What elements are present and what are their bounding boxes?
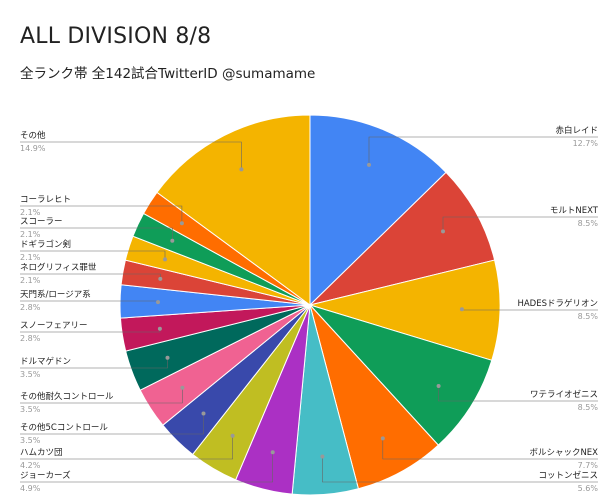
slice-label: その他: [20, 130, 46, 141]
slice-percent: 8.5%: [578, 403, 599, 412]
leader-line: [20, 357, 168, 369]
slice-percent: 2.1%: [20, 276, 41, 285]
pie-slice: [156, 114, 311, 306]
leader-dot: [170, 238, 175, 243]
leader-dot: [459, 307, 464, 312]
leader-dot: [230, 433, 235, 438]
slice-percent: 7.7%: [578, 461, 599, 470]
slice-label: モルトNEXT: [550, 206, 599, 216]
slice-percent: 14.9%: [20, 144, 46, 153]
leader-line: [322, 456, 598, 483]
leader-dot: [441, 229, 445, 234]
leader-line: [20, 413, 204, 435]
slice-label: コットンゼニス: [538, 470, 598, 481]
slice-label: 赤白レイド: [555, 125, 598, 136]
leader-line: [442, 216, 598, 232]
leader-dot: [320, 454, 325, 459]
leader-dot: [157, 326, 162, 331]
pie-slice: [308, 171, 496, 306]
slice-label: ワテライオゼニス: [530, 389, 598, 400]
leader-line: [438, 386, 598, 402]
chart-subtitle: 全ランク帯 全142試合TwitterID @sumamame: [20, 66, 316, 82]
leader-line: [20, 452, 274, 483]
slice-percent: 2.8%: [20, 303, 41, 312]
leader-line: [382, 438, 598, 460]
slice-label: スノーフェアリー: [20, 321, 88, 331]
leader-line: [368, 136, 598, 165]
slice-percent: 3.5%: [20, 370, 41, 379]
leader-dot: [158, 276, 163, 281]
slice-label: その他耐久コントロール: [20, 391, 114, 402]
slice-label: 天門系/ロージア系: [20, 289, 91, 300]
slice-percent: 2.1%: [20, 208, 41, 217]
leader-dot: [179, 221, 184, 226]
slice-percent: 2.1%: [20, 253, 41, 262]
leader-dot: [367, 162, 371, 167]
slice-percent: 8.5%: [578, 219, 599, 228]
slice-label: ネログリフィス罪世: [20, 262, 97, 273]
slice-label: ボルシャックNEX: [529, 448, 598, 458]
slice-percent: 4.9%: [20, 484, 41, 493]
leader-line: [20, 227, 173, 241]
slice-label: ジョーカーズ: [20, 470, 71, 481]
pie-slice: [308, 303, 493, 446]
pie-slice: [309, 304, 440, 490]
leader-dot: [201, 411, 206, 416]
leader-dot: [163, 257, 167, 262]
slice-label: ドギラゴン剣: [20, 239, 71, 250]
leader-dot: [156, 300, 160, 305]
leader-line: [20, 387, 183, 404]
slice-label: ハムカツ団: [20, 448, 63, 458]
slice-percent: 8.5%: [578, 312, 599, 321]
leader-line: [20, 250, 166, 260]
slice-label: その他5Cコントロール: [20, 422, 108, 433]
slice-percent: 2.8%: [20, 334, 41, 343]
leader-dot: [436, 384, 441, 388]
slice-label: コーラレヒト: [20, 195, 71, 205]
chart-title: ALL DIVISION 8/8: [20, 24, 212, 49]
leader-dot: [380, 436, 385, 441]
slice-label: ドルマゲドン: [20, 356, 71, 367]
slice-percent: 4.2%: [20, 461, 41, 470]
pie-slice: [308, 259, 501, 361]
leader-line: [20, 435, 233, 460]
leader-dot: [165, 355, 170, 360]
leader-line: [20, 205, 183, 224]
leader-dot: [180, 385, 185, 390]
leader-dot: [270, 450, 275, 455]
slice-percent: 3.5%: [20, 405, 41, 414]
slice-percent: 5.6%: [578, 484, 599, 493]
slice-percent: 3.5%: [20, 436, 41, 445]
pie-slice: [309, 114, 447, 307]
slice-percent: 2.1%: [20, 230, 41, 239]
slice-percent: 12.7%: [573, 139, 599, 148]
slice-label: HADESドラゲリオン: [517, 298, 598, 309]
slice-label: スコーラー: [20, 217, 63, 227]
leader-dot: [239, 167, 244, 172]
leader-line: [20, 141, 242, 170]
